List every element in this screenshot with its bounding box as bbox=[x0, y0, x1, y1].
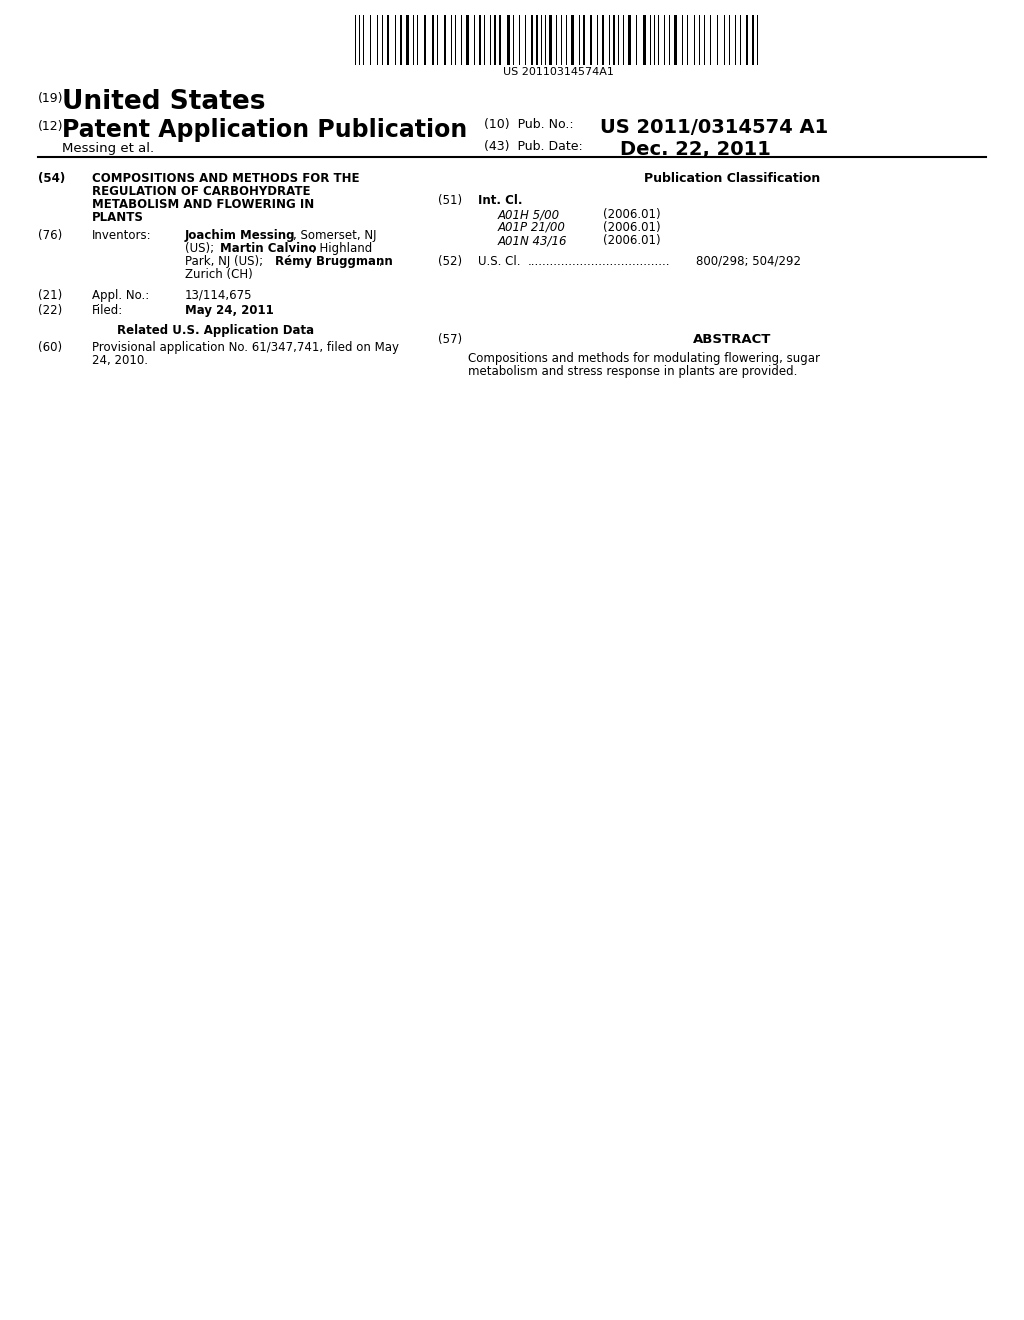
Bar bbox=[499, 15, 501, 65]
Bar bbox=[406, 15, 409, 65]
Bar bbox=[628, 15, 631, 65]
Text: COMPOSITIONS AND METHODS FOR THE: COMPOSITIONS AND METHODS FOR THE bbox=[92, 172, 359, 185]
Text: metabolism and stress response in plants are provided.: metabolism and stress response in plants… bbox=[468, 366, 798, 378]
Text: Related U.S. Application Data: Related U.S. Application Data bbox=[117, 323, 314, 337]
Text: (19): (19) bbox=[38, 92, 63, 106]
Text: (52): (52) bbox=[438, 255, 462, 268]
Text: Compositions and methods for modulating flowering, sugar: Compositions and methods for modulating … bbox=[468, 352, 820, 366]
Text: Appl. No.:: Appl. No.: bbox=[92, 289, 150, 302]
Text: A01N 43/16: A01N 43/16 bbox=[498, 234, 567, 247]
Text: Joachim Messing: Joachim Messing bbox=[185, 228, 296, 242]
Bar bbox=[571, 15, 574, 65]
Text: A01H 5/00: A01H 5/00 bbox=[498, 209, 560, 220]
Text: A01P 21/00: A01P 21/00 bbox=[498, 220, 566, 234]
Bar bbox=[531, 15, 534, 65]
Text: US 20110314574A1: US 20110314574A1 bbox=[503, 67, 614, 77]
Text: (76): (76) bbox=[38, 228, 62, 242]
Text: (60): (60) bbox=[38, 341, 62, 354]
Bar bbox=[643, 15, 646, 65]
Text: Patent Application Publication: Patent Application Publication bbox=[62, 117, 467, 143]
Bar bbox=[602, 15, 604, 65]
Bar bbox=[387, 15, 389, 65]
Bar bbox=[400, 15, 402, 65]
Text: (10)  Pub. No.:: (10) Pub. No.: bbox=[484, 117, 573, 131]
Text: (2006.01): (2006.01) bbox=[603, 234, 660, 247]
Text: (51): (51) bbox=[438, 194, 462, 207]
Text: Rémy Bruggmann: Rémy Bruggmann bbox=[275, 255, 393, 268]
Text: Int. Cl.: Int. Cl. bbox=[478, 194, 522, 207]
Text: Zurich (CH): Zurich (CH) bbox=[185, 268, 253, 281]
Text: ......................................: ...................................... bbox=[528, 255, 671, 268]
Text: (12): (12) bbox=[38, 120, 63, 133]
Text: ,: , bbox=[378, 255, 382, 268]
Text: REGULATION OF CARBOHYDRATE: REGULATION OF CARBOHYDRATE bbox=[92, 185, 310, 198]
Text: May 24, 2011: May 24, 2011 bbox=[185, 304, 273, 317]
Bar bbox=[466, 15, 469, 65]
Text: (57): (57) bbox=[438, 333, 462, 346]
Text: Dec. 22, 2011: Dec. 22, 2011 bbox=[620, 140, 771, 158]
Bar bbox=[424, 15, 426, 65]
Text: METABOLISM AND FLOWERING IN: METABOLISM AND FLOWERING IN bbox=[92, 198, 314, 211]
Text: Park, NJ (US);: Park, NJ (US); bbox=[185, 255, 267, 268]
Text: Filed:: Filed: bbox=[92, 304, 123, 317]
Text: 24, 2010.: 24, 2010. bbox=[92, 354, 148, 367]
Text: , Somerset, NJ: , Somerset, NJ bbox=[293, 228, 377, 242]
Text: , Highland: , Highland bbox=[312, 242, 373, 255]
Text: Messing et al.: Messing et al. bbox=[62, 143, 155, 154]
Bar bbox=[752, 15, 754, 65]
Text: ABSTRACT: ABSTRACT bbox=[693, 333, 771, 346]
Text: Inventors:: Inventors: bbox=[92, 228, 152, 242]
Bar bbox=[674, 15, 677, 65]
Text: (54): (54) bbox=[38, 172, 66, 185]
Text: (22): (22) bbox=[38, 304, 62, 317]
Text: Publication Classification: Publication Classification bbox=[644, 172, 820, 185]
Bar bbox=[613, 15, 615, 65]
Bar bbox=[583, 15, 585, 65]
Text: U.S. Cl.: U.S. Cl. bbox=[478, 255, 520, 268]
Bar bbox=[590, 15, 592, 65]
Bar bbox=[536, 15, 538, 65]
Text: United States: United States bbox=[62, 88, 265, 115]
Bar bbox=[494, 15, 496, 65]
Bar bbox=[549, 15, 552, 65]
Bar bbox=[746, 15, 748, 65]
Bar bbox=[444, 15, 446, 65]
Text: (2006.01): (2006.01) bbox=[603, 209, 660, 220]
Text: (2006.01): (2006.01) bbox=[603, 220, 660, 234]
Bar bbox=[479, 15, 481, 65]
Text: Provisional application No. 61/347,741, filed on May: Provisional application No. 61/347,741, … bbox=[92, 341, 399, 354]
Text: 800/298; 504/292: 800/298; 504/292 bbox=[696, 255, 801, 268]
Text: Martin Calvino: Martin Calvino bbox=[220, 242, 316, 255]
Text: (43)  Pub. Date:: (43) Pub. Date: bbox=[484, 140, 583, 153]
Text: (21): (21) bbox=[38, 289, 62, 302]
Text: US 2011/0314574 A1: US 2011/0314574 A1 bbox=[600, 117, 828, 137]
Text: (US);: (US); bbox=[185, 242, 218, 255]
Text: PLANTS: PLANTS bbox=[92, 211, 144, 224]
Text: 13/114,675: 13/114,675 bbox=[185, 289, 253, 302]
Bar bbox=[507, 15, 510, 65]
Bar bbox=[432, 15, 434, 65]
